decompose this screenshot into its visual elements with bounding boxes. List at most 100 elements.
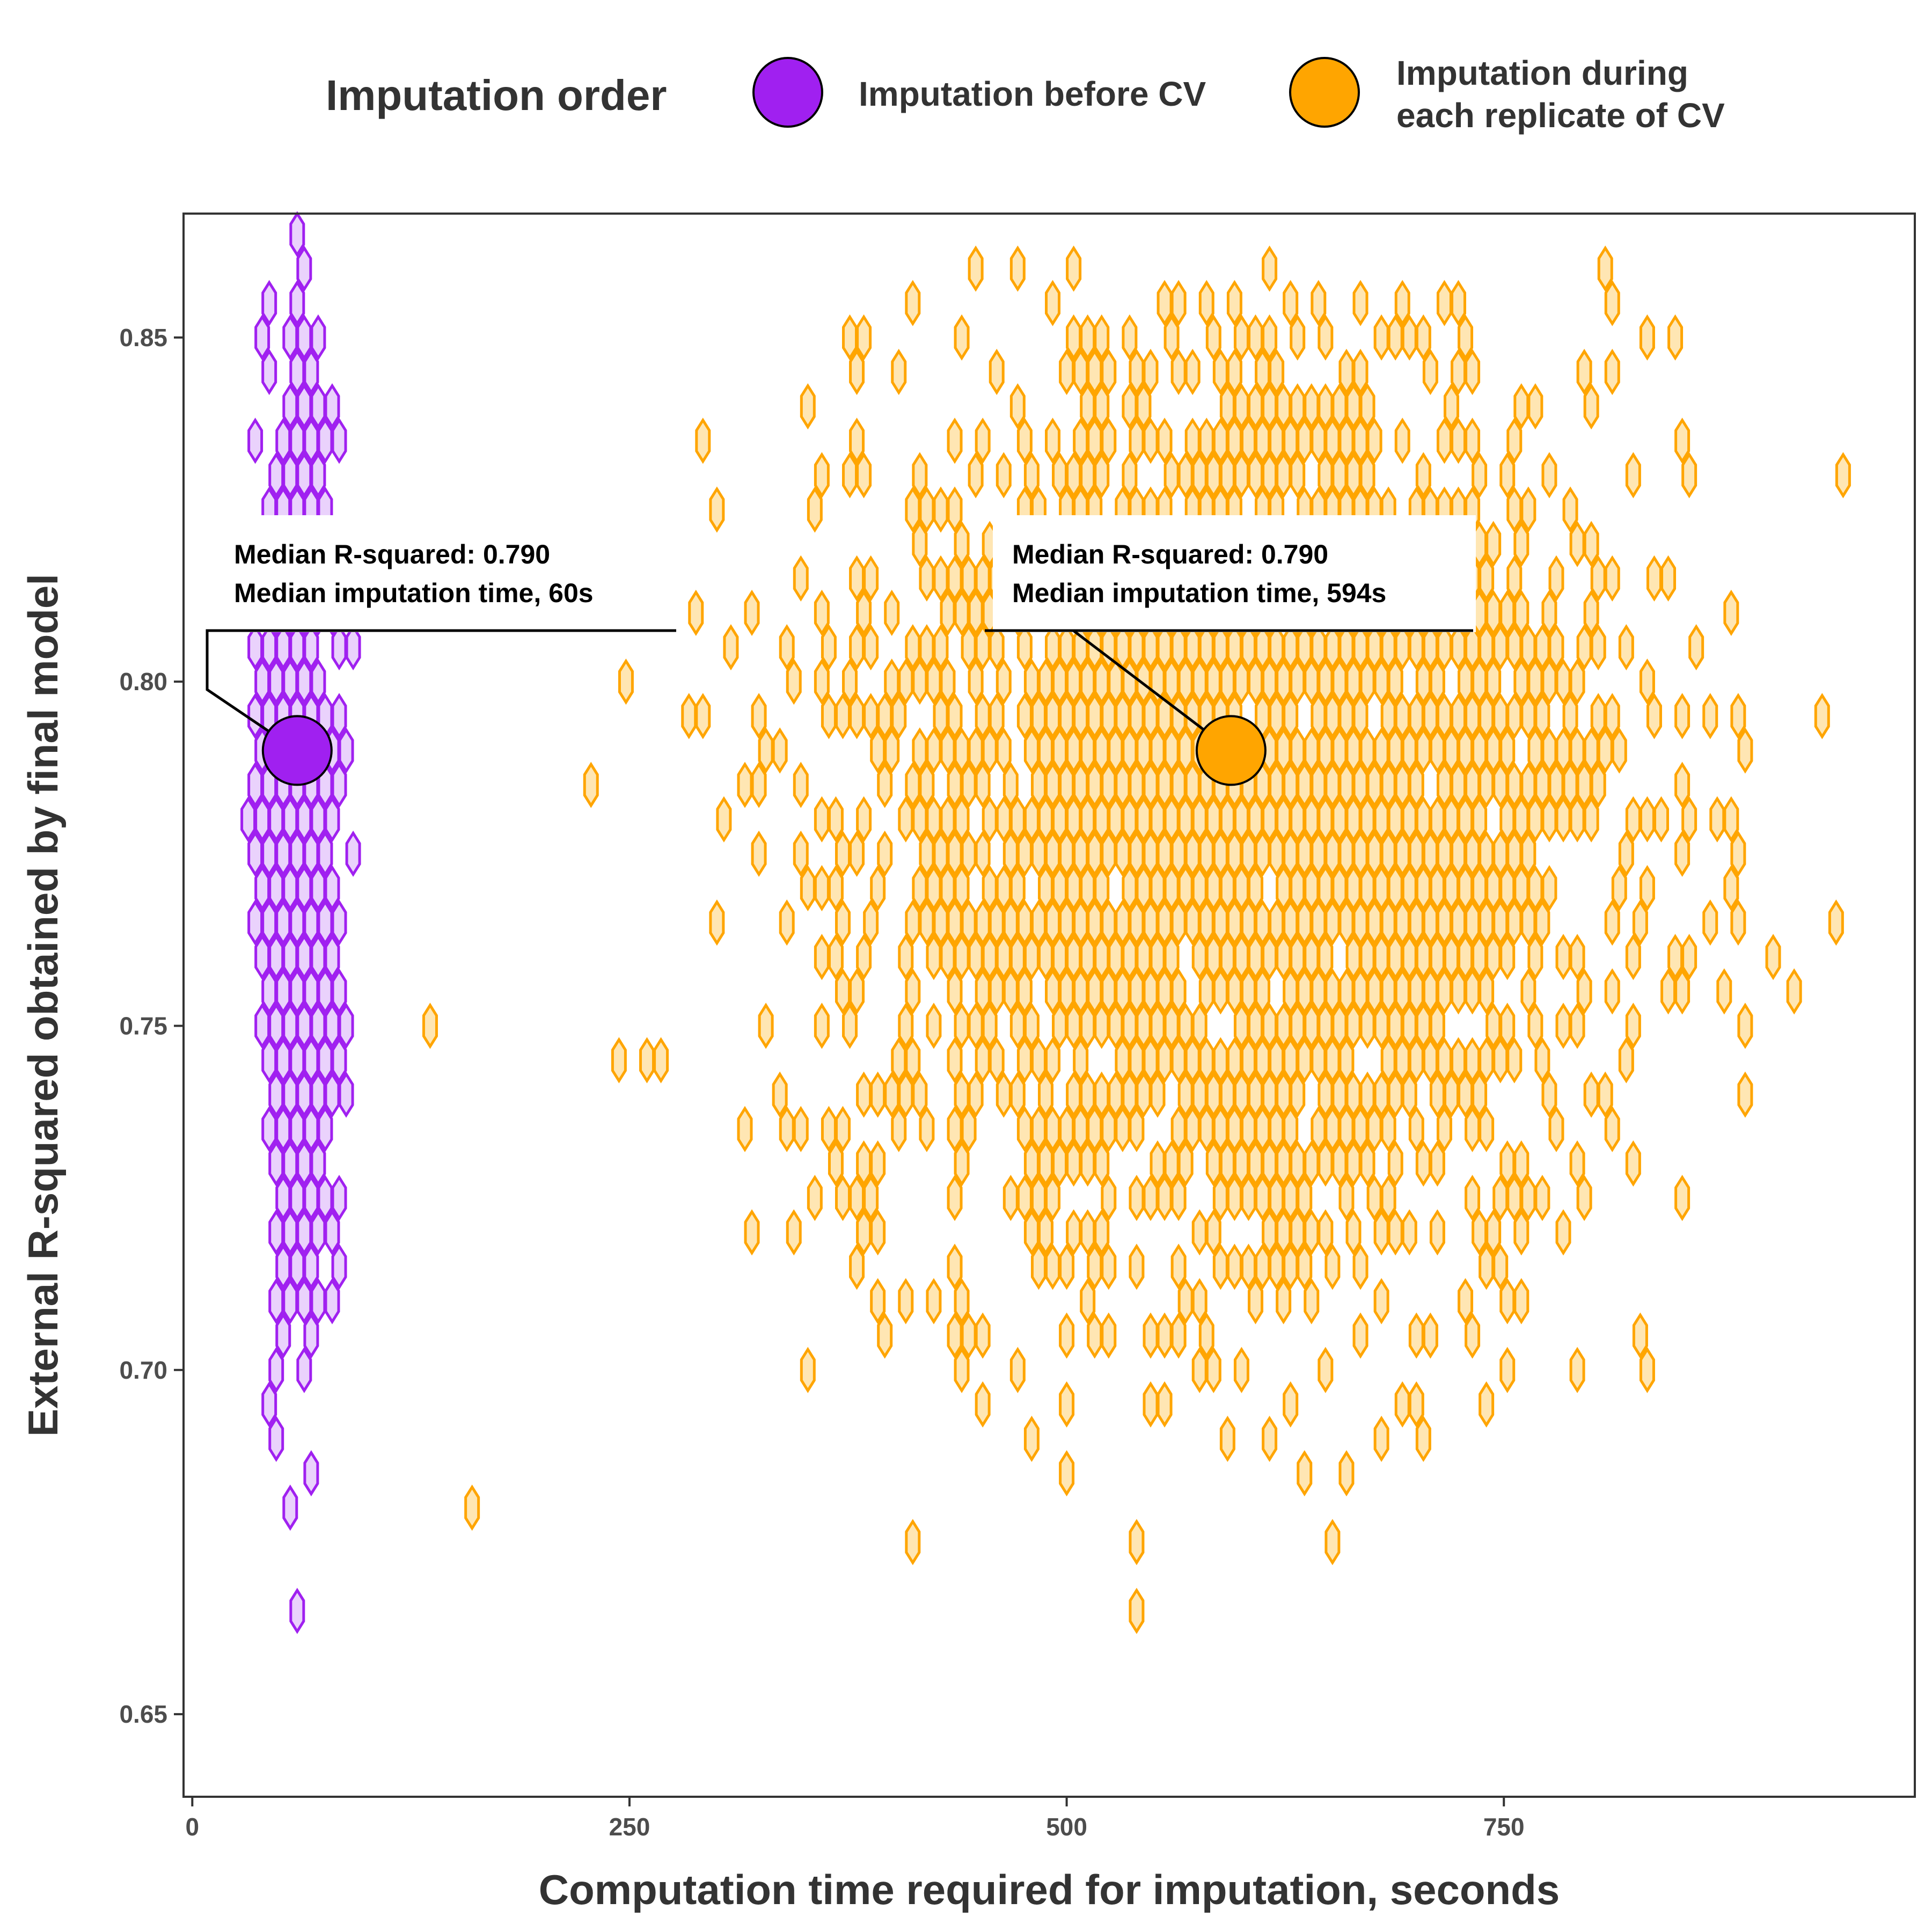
hexbin-cell	[317, 1175, 333, 1221]
hexbin-cell	[1262, 1415, 1278, 1462]
hexbin-cell	[975, 762, 991, 808]
hexbin-cell	[1191, 452, 1208, 499]
hexbin-cell	[338, 1071, 354, 1118]
hexbin-cell	[898, 1071, 914, 1118]
hexbin-cell	[1465, 418, 1481, 464]
hexbin-cell	[1150, 934, 1166, 980]
hexbin-cell	[1443, 1071, 1459, 1118]
hexbin-cell	[1170, 348, 1187, 396]
hexbin-cell	[1311, 1037, 1327, 1084]
hexbin-cell	[1023, 796, 1040, 843]
hexbin-cell	[1534, 1175, 1550, 1221]
hexbin-cell	[1157, 899, 1173, 946]
hexbin-cell	[947, 899, 963, 946]
hexbin-cell	[1415, 1415, 1431, 1462]
hexbin-cell	[863, 899, 879, 946]
hexbin-cell	[1576, 762, 1592, 808]
hexbin-cell	[1429, 1140, 1445, 1187]
hexbin-cell	[933, 830, 949, 877]
hexbin-cell	[919, 624, 935, 671]
hexbin-cell	[1527, 865, 1543, 912]
hexbin-cell	[1548, 624, 1564, 671]
hexbin-cell	[1583, 383, 1599, 430]
hexbin-cell	[1129, 348, 1145, 396]
hexbin-cell	[954, 727, 970, 774]
hexbin-cell	[1527, 796, 1543, 843]
hexbin-cell	[1737, 1002, 1753, 1049]
hexbin-cell	[1499, 1346, 1516, 1393]
hexbin-cell	[1373, 1071, 1389, 1118]
hexbin-cell	[1576, 1175, 1592, 1221]
hexbin-cell	[947, 693, 963, 740]
hexbin-cell	[1150, 727, 1166, 774]
hexbin-cell	[681, 693, 697, 740]
hexbin-cell	[1262, 452, 1278, 499]
hexbin-cell	[1352, 348, 1368, 396]
hexbin-cell	[1324, 899, 1341, 946]
hexbin-cell	[1080, 865, 1096, 912]
hexbin-cell	[1359, 934, 1375, 980]
hexbin-cell	[1304, 1002, 1320, 1049]
hexbin-cell	[1555, 1209, 1571, 1256]
hexbin-cell	[1191, 1209, 1208, 1256]
hexbin-cell	[933, 624, 949, 671]
hexbin-cell	[1226, 1243, 1242, 1290]
hexbin-cell	[345, 624, 361, 671]
hexbin-cell	[296, 314, 312, 361]
hexbin-cell	[828, 796, 844, 843]
hexbin-cell	[1465, 968, 1481, 1015]
hexbin-cell	[814, 1002, 830, 1049]
hexbin-cell	[1030, 1106, 1046, 1152]
hexbin-cell	[1387, 314, 1403, 361]
hexbin-cell	[1324, 418, 1341, 464]
hexbin-cell	[1576, 348, 1592, 396]
hexbin-cell	[1290, 1002, 1306, 1049]
hexbin-cell	[1233, 865, 1249, 912]
hexbin-cell	[1324, 1037, 1341, 1084]
hexbin-cell	[1059, 1106, 1075, 1152]
hexbin-cell	[1451, 624, 1466, 671]
hexbin-cell	[1611, 865, 1627, 912]
hexbin-cell	[1170, 830, 1187, 877]
hexbin-cell	[1458, 934, 1474, 980]
hexbin-cell	[1479, 1243, 1495, 1290]
hexbin-cell	[261, 348, 277, 396]
hexbin-cell	[317, 1037, 333, 1084]
hexbin-cell	[1233, 1002, 1249, 1049]
hexbin-cell	[1115, 762, 1131, 808]
hexbin-cell	[1177, 1140, 1194, 1187]
hexbin-cell	[961, 624, 977, 671]
hexbin-cell	[1338, 1037, 1355, 1084]
y-tick-label: 0.70	[119, 1356, 167, 1384]
hexbin-cell	[1143, 624, 1159, 671]
hexbin-cell	[1087, 418, 1103, 464]
hexbin-cell	[1094, 452, 1110, 499]
hexbin-cell	[317, 968, 333, 1015]
hexbin-cell	[282, 796, 298, 843]
hexbin-cell	[1429, 1071, 1445, 1118]
hexbin-cell	[758, 727, 774, 774]
hexbin-cell	[1233, 452, 1249, 499]
hexbin-cell	[1394, 1037, 1410, 1084]
hexbin-cell	[1198, 968, 1214, 1015]
hexbin-cell	[1359, 1002, 1375, 1049]
hexbin-cell	[1157, 762, 1173, 808]
hexbin-cell	[1436, 280, 1452, 326]
hexbin-cell	[912, 1071, 928, 1118]
hexbin-cell	[1479, 1037, 1495, 1084]
hexbin-cell	[835, 693, 851, 740]
hexbin-cell	[1290, 865, 1306, 912]
hexbin-cell	[1016, 899, 1033, 946]
hexbin-cell	[870, 1209, 886, 1256]
hexbin-cell	[1702, 693, 1718, 740]
hexbin-cell	[303, 968, 319, 1015]
hexbin-cell	[268, 1071, 284, 1118]
hexbin-cell	[1737, 1071, 1753, 1118]
hexbin-cell	[1073, 348, 1089, 396]
hexbin-cell	[1240, 830, 1256, 877]
hexbin-cell	[1066, 1071, 1082, 1118]
hexbin-cell	[1163, 658, 1180, 705]
hexbin-cell	[1240, 418, 1256, 464]
hexbin-cell	[835, 968, 851, 1015]
hexbin-cell	[1660, 968, 1677, 1015]
